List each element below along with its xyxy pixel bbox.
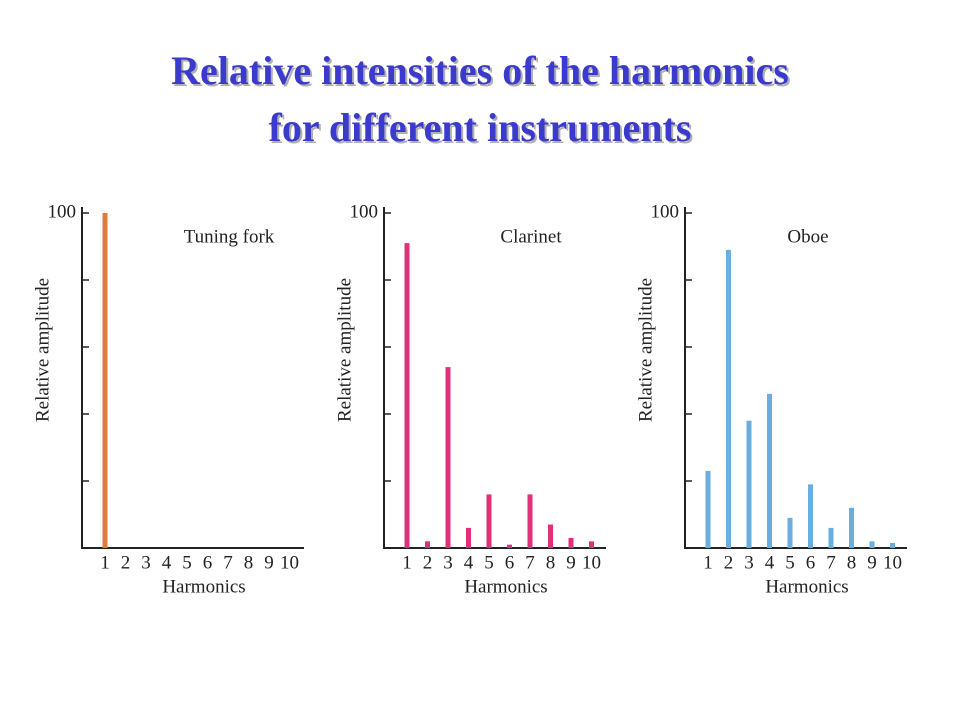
- x-tick-label: 4: [765, 552, 775, 573]
- bar: [548, 524, 553, 548]
- x-tick-label: 7: [223, 552, 233, 573]
- x-tick-label: 8: [546, 552, 556, 573]
- x-tick-label: 9: [566, 552, 576, 573]
- chart-title: Clarinet: [500, 226, 562, 247]
- bar: [808, 484, 813, 548]
- bar: [445, 367, 451, 548]
- bar: [849, 507, 854, 548]
- y-tick-label: 100: [48, 201, 77, 222]
- x-tick-label: 1: [100, 552, 110, 573]
- x-tick-label: 6: [505, 552, 515, 573]
- x-tick-label: 10: [582, 552, 601, 573]
- x-axis-label: Harmonics: [464, 576, 547, 597]
- y-axis-label: Relative amplitude: [334, 278, 355, 422]
- y-axis-label: Relative amplitude: [32, 278, 53, 422]
- x-tick-label: 8: [244, 552, 254, 573]
- bar: [705, 470, 711, 548]
- x-tick-label: 2: [724, 552, 734, 573]
- y-tick-label: 100: [350, 201, 379, 222]
- x-tick-label: 3: [443, 552, 453, 573]
- title-shadow: Relative intensities of the harmonics: [173, 50, 791, 95]
- title: Relative intensities of the harmonics: [171, 48, 789, 93]
- bar: [425, 541, 430, 548]
- y-axis-label: Relative amplitude: [635, 278, 656, 422]
- bar: [767, 393, 772, 548]
- x-tick-label: 6: [203, 552, 213, 573]
- bar: [527, 494, 533, 548]
- bar: [568, 537, 574, 548]
- x-tick-label: 7: [826, 552, 836, 573]
- x-tick-label: 3: [744, 552, 754, 573]
- x-tick-label: 10: [280, 552, 299, 573]
- x-tick-label: 1: [703, 552, 713, 573]
- title: for different instruments: [269, 105, 692, 150]
- chart-title: Tuning fork: [184, 226, 275, 247]
- bar: [890, 542, 895, 548]
- bar: [404, 243, 410, 548]
- x-tick-label: 8: [847, 552, 857, 573]
- chart-title: Oboe: [787, 226, 828, 247]
- x-tick-label: 4: [464, 552, 474, 573]
- bar: [466, 527, 471, 548]
- bar: [589, 541, 594, 548]
- x-tick-label: 10: [883, 552, 902, 573]
- x-tick-label: 9: [264, 552, 274, 573]
- x-tick-label: 7: [525, 552, 535, 573]
- bar: [869, 541, 875, 548]
- title-shadow: for different instruments: [271, 107, 694, 152]
- x-tick-label: 5: [484, 552, 494, 573]
- x-tick-label: 2: [121, 552, 131, 573]
- bar: [486, 494, 492, 548]
- x-tick-label: 6: [806, 552, 816, 573]
- bar: [828, 527, 834, 548]
- x-tick-label: 1: [402, 552, 412, 573]
- x-tick-label: 5: [785, 552, 795, 573]
- bar: [787, 517, 793, 548]
- y-tick-label: 100: [651, 201, 680, 222]
- x-tick-label: 5: [182, 552, 192, 573]
- bar: [102, 213, 108, 548]
- bar: [746, 420, 752, 548]
- x-tick-label: 4: [162, 552, 172, 573]
- bar: [726, 249, 731, 548]
- x-tick-label: 3: [141, 552, 151, 573]
- x-tick-label: 2: [423, 552, 433, 573]
- x-tick-label: 9: [867, 552, 877, 573]
- x-axis-label: Harmonics: [765, 576, 848, 597]
- x-axis-label: Harmonics: [162, 576, 245, 597]
- bar: [507, 544, 512, 548]
